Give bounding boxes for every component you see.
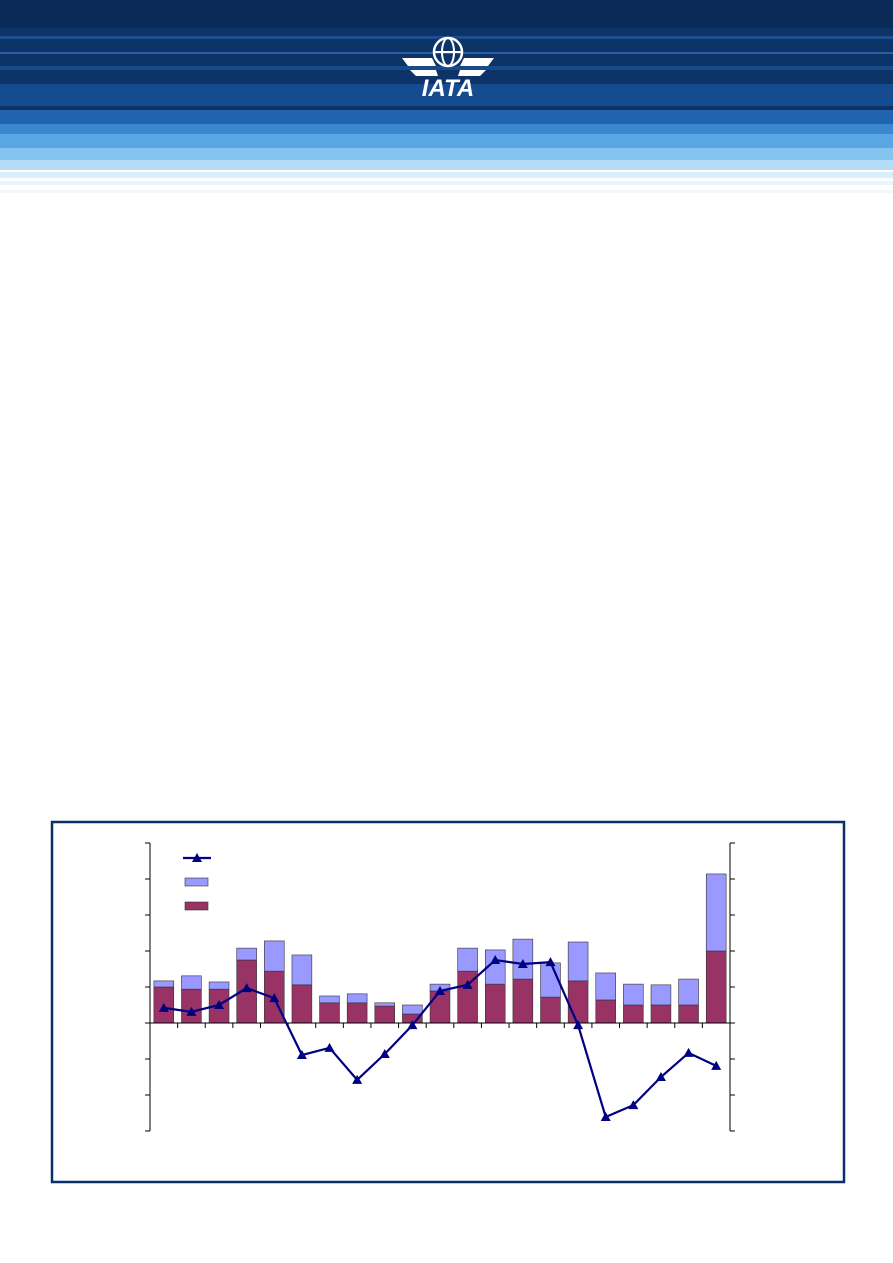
line-marker [490,955,501,964]
line-marker [600,1111,611,1121]
banner-stripe [0,190,893,193]
bar-segment [319,1002,340,1024]
bar-segment [457,947,478,972]
bar-segment [512,978,534,1024]
legend-swatch [184,901,209,911]
bar-segment [374,1002,396,1007]
bar-segment [567,980,589,1024]
bar-segment [402,1004,423,1015]
banner-stripe [0,110,893,124]
bar-segment [374,1005,396,1024]
banner-stripe [0,148,893,160]
line-marker [186,1006,197,1016]
bar-segment [484,949,506,985]
line-marker [352,1074,363,1084]
bar-segment [264,940,285,972]
bar-segment [595,972,616,1001]
bar-segment [319,995,340,1004]
line-marker [655,1072,666,1081]
bar-segment [208,981,230,990]
banner-stripe [0,172,893,178]
line-marker [711,1060,722,1070]
bar-segment [236,947,257,961]
logo-text: IATA [422,75,474,102]
line-marker [296,1050,307,1060]
line-marker [241,983,252,993]
line-marker [269,993,280,1003]
banner-stripe [0,84,893,106]
bar-segment [181,975,202,990]
bar-segment [705,950,727,1024]
bar-segment [705,873,727,952]
bar-segment [540,996,561,1024]
bar-segment [595,999,616,1024]
bar-segment [650,1004,672,1024]
banner-stripe [0,66,893,70]
bar-segment [650,984,672,1006]
line-marker [379,1048,390,1058]
bar-segment [291,984,313,1024]
line-marker [628,1100,639,1110]
banner-stripe [0,0,893,28]
bar-segment [567,941,589,982]
bar-segment [623,983,644,1006]
logo-wings [402,58,494,76]
banner-stripe [0,124,893,134]
line-marker [517,958,528,968]
line-marker [407,1020,418,1030]
line-marker [462,979,473,989]
bar-segment [429,990,451,1024]
legend-swatch [184,877,209,887]
bar-segment [346,993,368,1004]
line-marker [435,985,445,995]
bar-segment [678,1004,699,1024]
bar-segment [291,954,313,986]
bar-segment [181,988,202,1024]
bar-segment [678,978,699,1006]
line-marker [158,1002,169,1012]
line-marker [214,1000,225,1009]
header-banner [0,0,893,193]
banner-stripe [0,181,893,185]
bar-segment [623,1004,644,1024]
logo: IATA [402,36,494,102]
bar-segment [346,1002,368,1024]
chart [145,842,735,1132]
bar-segment [484,983,506,1024]
line-marker [545,957,556,967]
banner-stripe [0,160,893,170]
line-marker [683,1047,694,1057]
banner-stripe [0,134,893,148]
line-marker [573,1020,584,1030]
line-marker [324,1042,335,1052]
bar-segment [153,980,175,988]
legend-swatch [192,853,202,862]
